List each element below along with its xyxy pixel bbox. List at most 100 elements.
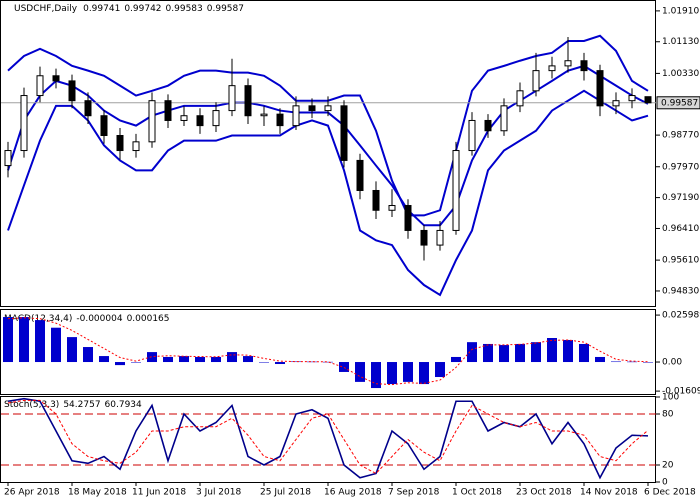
macd-bar — [579, 343, 589, 363]
x-tick-label: 14 Nov 2018 — [580, 488, 638, 498]
y-tick-label: -0.016097 — [662, 387, 700, 397]
macd-bar — [515, 343, 525, 363]
macd-bar — [99, 356, 109, 363]
y-tick-label: 0 — [662, 478, 668, 488]
candle-body — [308, 105, 316, 112]
macd-bar — [419, 362, 429, 385]
macd-bar — [131, 362, 141, 363]
candle-body — [372, 189, 380, 211]
y-tick-label: 0.00 — [662, 358, 682, 368]
high: 0.99742 — [124, 4, 161, 14]
macd-bar — [195, 356, 205, 363]
last-price-box — [656, 96, 700, 110]
macd-bar — [467, 342, 477, 363]
candle-body — [276, 113, 284, 127]
candle-body — [4, 150, 12, 167]
macd-bar — [35, 320, 45, 363]
candle-body — [404, 205, 412, 231]
macd-bar — [115, 362, 125, 366]
candle-body — [324, 105, 332, 112]
candle-body — [420, 229, 428, 246]
macd-value: -0.000004 — [76, 314, 122, 324]
open: 0.99741 — [83, 4, 120, 14]
macd-bar — [307, 361, 317, 363]
macd-bar — [403, 362, 413, 382]
stoch-signal — [7, 399, 649, 475]
candle-body — [628, 95, 636, 102]
macd-bar — [611, 361, 621, 363]
x-tick-label: 18 May 2018 — [68, 488, 127, 498]
x-tick-label: 23 Oct 2018 — [516, 488, 572, 498]
candle-body — [148, 100, 156, 143]
y-tick-label: 1.01130 — [662, 37, 699, 47]
bollinger-lower — [7, 89, 649, 297]
main-header: USDCHF,Daily 0.99741 0.99742 0.99583 0.99587 — [14, 4, 244, 14]
candle-body — [388, 205, 396, 211]
macd-bar — [211, 356, 221, 363]
macd-bar — [451, 356, 461, 363]
y-tick-label: 1.01910 — [662, 6, 699, 16]
macd-bar — [67, 337, 77, 363]
candle-body — [452, 150, 460, 231]
macd-bar — [339, 362, 349, 372]
main-frame — [0, 0, 656, 307]
candle-body — [644, 96, 652, 104]
macd-bar — [3, 317, 13, 363]
candle-body — [516, 90, 524, 107]
macd-bar — [531, 342, 541, 363]
low: 0.99583 — [166, 4, 203, 14]
candle-body — [564, 60, 572, 67]
x-tick-label: 6 Dec 2018 — [644, 488, 696, 498]
macd-bar — [595, 356, 605, 363]
candle-body — [84, 100, 92, 117]
close: 0.99587 — [207, 4, 244, 14]
x-tick-label: 25 Jul 2018 — [260, 488, 311, 498]
macd-bar — [51, 327, 61, 363]
macd-bar — [547, 338, 557, 363]
x-tick-label: 7 Sep 2018 — [388, 488, 440, 498]
macd-bar — [483, 343, 493, 363]
x-tick-label: 3 Jul 2018 — [196, 488, 241, 498]
candle-body — [20, 95, 28, 152]
stoch-header: Stoch(5,3,3) 54.2757 60.7934 — [4, 400, 142, 410]
macd-bar — [627, 361, 637, 363]
y-tick-label: 0.96410 — [662, 224, 699, 234]
x-tick-label: 1 Oct 2018 — [452, 488, 502, 498]
macd-bar — [19, 317, 29, 363]
macd-bar — [355, 362, 365, 382]
macd-bar — [323, 361, 333, 363]
candle-body — [196, 115, 204, 127]
candle-body — [596, 70, 604, 107]
y-tick-label: 80 — [662, 410, 674, 420]
candle-body — [340, 105, 348, 161]
candle-body — [356, 159, 364, 191]
macd-bar — [227, 352, 237, 363]
macd-frame — [0, 309, 656, 395]
y-tick-label: 0.025989 — [662, 311, 700, 321]
macd-bar — [291, 361, 301, 363]
candle-body — [116, 135, 124, 152]
macd-bar — [179, 356, 189, 363]
candle-body — [228, 85, 236, 112]
macd-bar — [147, 352, 157, 363]
symbol: USDCHF,Daily — [14, 4, 78, 14]
candle-body — [580, 60, 588, 72]
candle-body — [548, 65, 556, 72]
macd-bar — [643, 362, 653, 363]
signal-value: 0.000165 — [127, 314, 170, 324]
candle-body — [436, 229, 444, 246]
y-tick-label: 0.95610 — [662, 256, 699, 266]
macd-bar — [259, 362, 269, 363]
macd-bar — [83, 347, 93, 363]
y-tick-label: 0.97190 — [662, 193, 699, 203]
candle-body — [100, 115, 108, 137]
y-tick-label: 0.97970 — [662, 162, 699, 172]
macd-bar — [563, 339, 573, 363]
candle-body — [292, 105, 300, 127]
macd-header: MACD(12,34,4) -0.000004 0.000165 — [4, 314, 170, 324]
candle-body — [68, 80, 76, 102]
x-tick-label: 16 Aug 2018 — [324, 488, 382, 498]
candle-body — [164, 100, 172, 121]
candle-body — [468, 119, 476, 152]
